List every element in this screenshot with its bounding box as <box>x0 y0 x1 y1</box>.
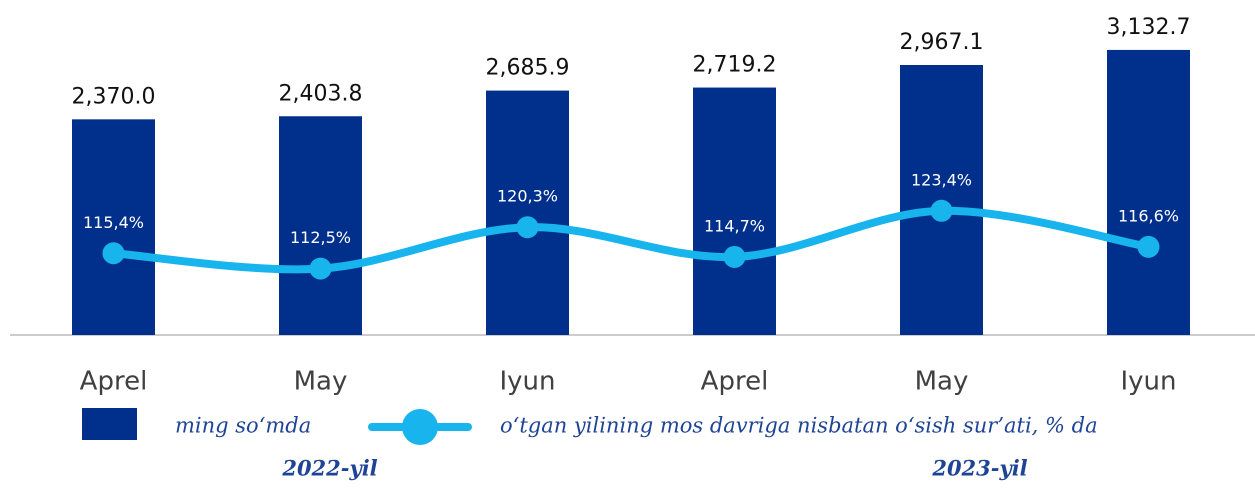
bar-value-label: 3,132.7 <box>1107 15 1191 40</box>
bar-value-label: 2,685.9 <box>486 56 570 81</box>
bar <box>486 90 569 335</box>
legend-swatch <box>82 408 137 440</box>
line <box>109 206 1153 274</box>
line-value-label: 123,4% <box>911 170 972 189</box>
bar-value-label: 2,403.8 <box>279 81 363 106</box>
line-marker <box>1137 235 1160 258</box>
line-value-label: 114,7% <box>704 216 765 235</box>
legend-label: o‘tgan yilining mos davriga nisbatan o‘s… <box>500 414 1098 438</box>
bar <box>279 116 362 335</box>
legend-swatch-marker <box>402 409 438 445</box>
bar-value-label: 2,719.2 <box>693 53 777 78</box>
line-value-label: 116,6% <box>1118 206 1179 225</box>
legend-label: ming so‘mda <box>175 414 311 438</box>
line-marker <box>102 242 125 265</box>
x-tick-label: May <box>915 367 969 397</box>
x-tick-label: Iyun <box>1120 367 1176 397</box>
bar-value-label: 2,370.0 <box>72 84 156 109</box>
line-marker <box>930 199 953 222</box>
line-value-label: 112,5% <box>290 228 351 247</box>
line-value-label: 120,3% <box>497 187 558 206</box>
bar <box>693 87 776 336</box>
x-tick-label: May <box>294 367 348 397</box>
x-tick-label: Iyun <box>499 367 555 397</box>
line-marker <box>723 245 746 268</box>
x-tick-label: Aprel <box>701 367 769 397</box>
group-label: 2022-yil <box>281 456 377 481</box>
line-marker <box>516 216 539 239</box>
bar <box>72 119 155 335</box>
bar <box>1107 49 1190 335</box>
group-label: 2023-yil <box>931 456 1027 481</box>
x-tick-label: Aprel <box>80 367 148 397</box>
bar-value-label: 2,967.1 <box>900 30 984 55</box>
line-value-label: 115,4% <box>83 213 144 232</box>
line-marker <box>309 257 332 280</box>
